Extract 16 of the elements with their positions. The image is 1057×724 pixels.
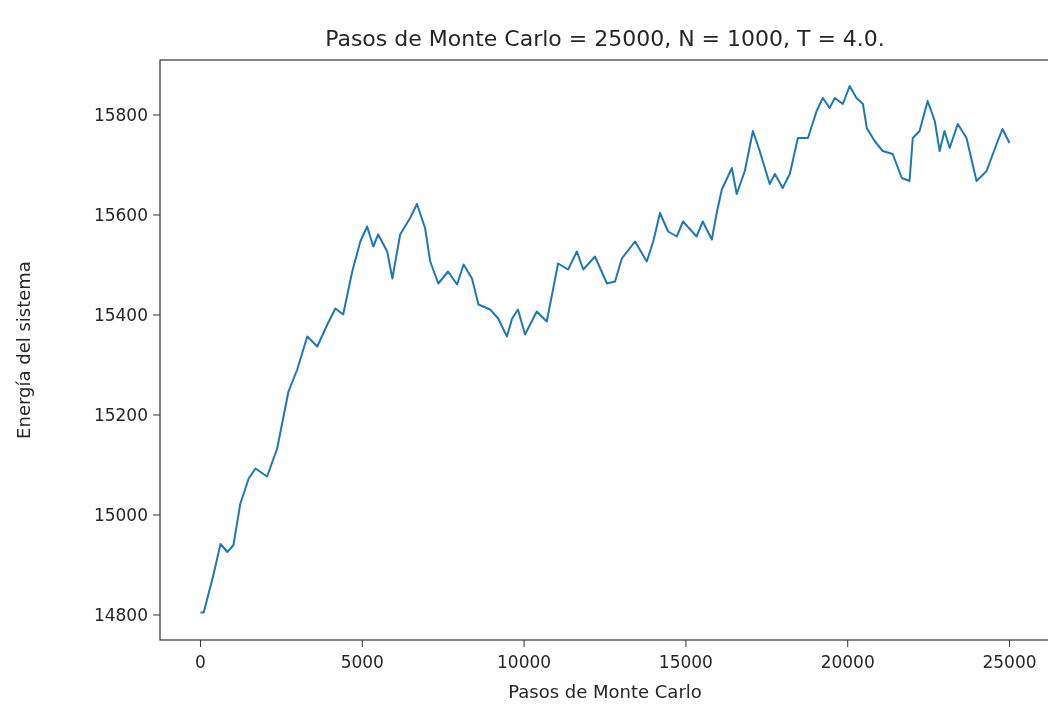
y-tick-label: 15200 [93,404,148,425]
y-tick-label: 15400 [93,304,148,325]
y-tick-label: 15600 [93,204,148,225]
x-tick-label: 20000 [820,652,875,672]
x-tick-label: 15000 [658,652,713,672]
y-tick-label: 15000 [93,504,148,525]
y-tick-label: 15800 [93,104,148,125]
y-axis-title: Energía del sistema [13,261,34,439]
y-tick-label: 14800 [93,604,148,625]
x-tick-label: 0 [195,652,206,672]
x-tick-label: 25000 [982,652,1037,672]
x-axis-title: Pasos de Monte Carlo [508,681,702,702]
line-series [199,85,1011,614]
chart-title: Pasos de Monte Carlo = 25000, N = 1000, T = 4.0. [325,26,885,51]
x-tick-label: 10000 [497,652,552,672]
x-tick-label: 5000 [340,652,384,672]
